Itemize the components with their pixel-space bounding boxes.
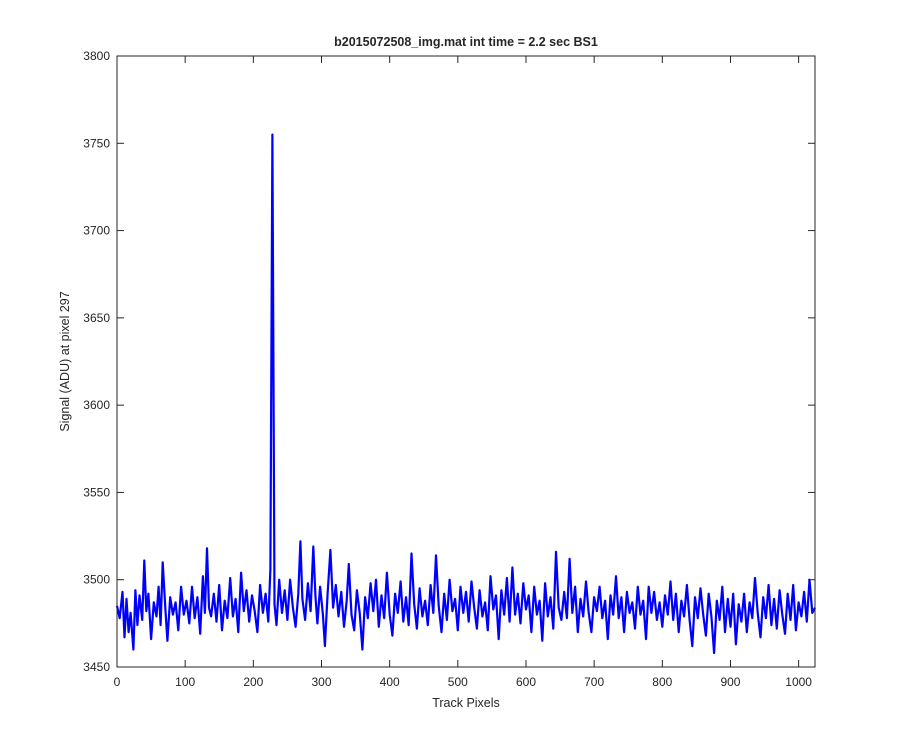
x-tick-label: 0 bbox=[114, 675, 121, 689]
x-tick-label: 900 bbox=[720, 675, 740, 689]
x-tick-label: 100 bbox=[175, 675, 195, 689]
x-tick-label: 200 bbox=[243, 675, 263, 689]
y-tick-label: 3650 bbox=[83, 311, 110, 325]
y-tick-label: 3700 bbox=[83, 224, 110, 238]
chart-title: b2015072508_img.mat int time = 2.2 sec B… bbox=[334, 35, 598, 49]
y-tick-label: 3450 bbox=[83, 660, 110, 674]
plot-frame bbox=[116, 55, 816, 668]
y-tick-label: 3750 bbox=[83, 136, 110, 150]
x-axis-label: Track Pixels bbox=[432, 696, 500, 710]
x-tick-label: 700 bbox=[584, 675, 604, 689]
y-tick-label: 3800 bbox=[83, 49, 110, 63]
y-tick-label: 3500 bbox=[83, 573, 110, 587]
x-tick-label: 600 bbox=[516, 675, 536, 689]
x-tick-label: 1000 bbox=[785, 675, 812, 689]
signal-series-line bbox=[115, 133, 816, 655]
x-tick-label: 800 bbox=[652, 675, 672, 689]
x-tick-label: 500 bbox=[448, 675, 468, 689]
x-tick-label: 300 bbox=[311, 675, 331, 689]
y-tick-label: 3600 bbox=[83, 398, 110, 412]
y-axis-label: Signal (ADU) at pixel 297 bbox=[58, 291, 72, 431]
plot-area bbox=[117, 56, 815, 667]
tick-layer: 0 100 200 300 400 500 600 700 800 900 1000 3450 3500… bbox=[83, 49, 815, 689]
x-tick-label: 400 bbox=[380, 675, 400, 689]
y-tick-label: 3550 bbox=[83, 485, 110, 499]
series-layer bbox=[115, 133, 816, 655]
